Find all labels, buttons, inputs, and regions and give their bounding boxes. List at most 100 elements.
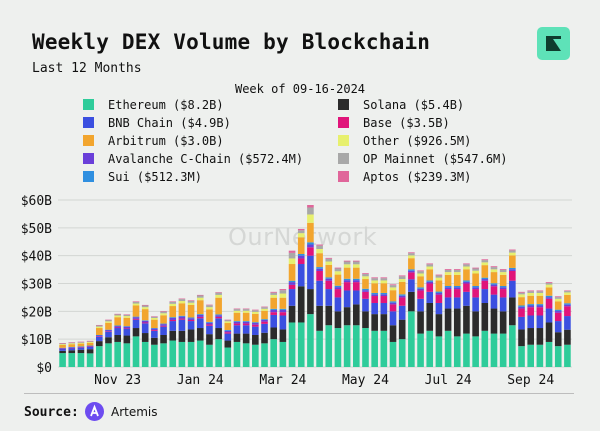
bar-segment-aptos bbox=[233, 308, 241, 310]
bar-segment-bnb-chain bbox=[68, 348, 76, 351]
bar-segment-other bbox=[371, 280, 378, 284]
bar-segment-sui bbox=[224, 329, 232, 331]
bar-segment-aptos bbox=[536, 290, 544, 292]
bar-segment-sui bbox=[499, 286, 507, 288]
bar-segment-bnb-chain bbox=[325, 289, 333, 306]
bar-segment-base bbox=[334, 289, 342, 298]
bar-segment-arbitrum bbox=[564, 294, 571, 304]
bar-segment-ethereum bbox=[518, 346, 525, 368]
bar-segment-ethereum bbox=[490, 333, 498, 367]
bar-segment-op-mainnet bbox=[160, 311, 167, 314]
bar-segment-other bbox=[518, 294, 525, 298]
bar-segment-aptos bbox=[362, 273, 369, 275]
bar-segment-bnb-chain bbox=[389, 311, 397, 326]
bar-segment-sui bbox=[325, 277, 333, 279]
bar-segment-other bbox=[206, 307, 213, 310]
bar-segment-arbitrum bbox=[444, 274, 452, 286]
legend-swatch bbox=[338, 99, 349, 110]
bar-segment-bnb-chain bbox=[151, 330, 158, 338]
bar-segment-solana bbox=[297, 286, 305, 323]
bar-segment-bnb-chain bbox=[362, 298, 369, 312]
bar-segment-base bbox=[371, 296, 378, 303]
bar-segment-other bbox=[389, 287, 397, 291]
bar-segment-base bbox=[288, 284, 296, 290]
bar-segment-solana bbox=[270, 327, 277, 340]
bar-segment-arbitrum bbox=[96, 328, 103, 335]
bar-segment-bnb-chain bbox=[499, 297, 507, 312]
bar-segment-base bbox=[77, 347, 85, 348]
bar-segment-other bbox=[169, 303, 177, 307]
bar-segment-ethereum bbox=[343, 325, 351, 367]
bar-segment-base bbox=[481, 280, 489, 290]
bar-segment-ethereum bbox=[481, 330, 489, 367]
bar-segment-ethereum bbox=[215, 339, 222, 367]
x-tick-label: Jul 24 bbox=[425, 373, 472, 388]
bar-segment-bnb-chain bbox=[426, 291, 434, 303]
bar-segment-aptos bbox=[242, 308, 250, 310]
bar-segment-other bbox=[472, 270, 479, 274]
bar-segment-ethereum bbox=[252, 344, 259, 367]
bar-segment-avalanche-c-chain bbox=[114, 326, 121, 328]
bar-segment-arbitrum bbox=[105, 322, 112, 330]
bar-segment-arbitrum bbox=[224, 323, 232, 330]
bar-segment-sui bbox=[334, 285, 342, 288]
bar-segment-other bbox=[279, 293, 287, 298]
bar-segment-op-mainnet bbox=[288, 252, 296, 259]
bar-segment-base bbox=[96, 336, 103, 337]
bar-segment-solana bbox=[178, 330, 186, 342]
bar-segment-other bbox=[123, 316, 131, 318]
bar-segment-base bbox=[279, 312, 287, 316]
bar-segment-sui bbox=[297, 254, 305, 256]
bar-segment-arbitrum bbox=[472, 273, 479, 287]
bar-segment-avalanche-c-chain bbox=[132, 317, 140, 319]
bar-segment-base bbox=[545, 298, 553, 309]
x-tick-label: Nov 23 bbox=[94, 373, 141, 388]
bar-segment-aptos bbox=[288, 250, 296, 253]
bar-segment-op-mainnet bbox=[518, 292, 525, 295]
bar-segment-base bbox=[426, 283, 434, 292]
bar-segment-sui bbox=[215, 314, 222, 316]
bar-segment-other bbox=[509, 252, 516, 256]
bar-segment-aptos bbox=[545, 282, 553, 283]
legend-label: Sui ($512.3M) bbox=[108, 170, 202, 184]
bar-segment-base bbox=[509, 270, 516, 281]
bar-segment-base bbox=[307, 247, 314, 256]
bar-segment-avalanche-c-chain bbox=[68, 347, 76, 348]
bar-segment-avalanche-c-chain bbox=[426, 281, 434, 284]
source-name[interactable]: Artemis bbox=[111, 405, 158, 419]
bar-segment-other bbox=[68, 343, 76, 345]
bar-segment-bnb-chain bbox=[105, 331, 112, 338]
bar-segment-sui bbox=[554, 309, 562, 312]
bar-segment-aptos bbox=[59, 343, 66, 344]
bar-segment-solana bbox=[233, 333, 241, 342]
bar-segment-other bbox=[242, 310, 250, 313]
bar-segment-op-mainnet bbox=[362, 274, 369, 277]
bar-segment-aptos bbox=[215, 292, 222, 293]
bar-segment-op-mainnet bbox=[472, 268, 479, 271]
footer-divider bbox=[24, 393, 574, 394]
bar-segment-solana bbox=[59, 350, 66, 354]
bar-segment-avalanche-c-chain bbox=[224, 330, 232, 333]
bar-segment-op-mainnet bbox=[270, 292, 277, 295]
y-tick-label: $10B bbox=[21, 333, 52, 348]
legend-item: Arbitrum ($3.0B) bbox=[83, 134, 224, 148]
bar-segment-sui bbox=[463, 280, 470, 282]
bar-segment-ethereum bbox=[353, 325, 360, 367]
bar-segment-aptos bbox=[123, 314, 131, 315]
bar-segment-arbitrum bbox=[151, 319, 158, 329]
bar-segment-sui bbox=[242, 321, 250, 322]
bar-segment-bnb-chain bbox=[160, 326, 167, 335]
bar-segment-aptos bbox=[316, 244, 323, 246]
bar-segment-avalanche-c-chain bbox=[398, 295, 406, 298]
bar-segment-op-mainnet bbox=[206, 305, 213, 308]
bar-segment-arbitrum bbox=[86, 342, 94, 346]
bar-segment-aptos bbox=[96, 324, 103, 326]
bar-segment-bnb-chain bbox=[316, 280, 323, 306]
bar-segment-bnb-chain bbox=[398, 305, 406, 320]
bar-segment-other bbox=[252, 311, 259, 314]
bar-segment-base bbox=[169, 319, 177, 322]
bar-segment-op-mainnet bbox=[371, 278, 378, 281]
bar-segment-other bbox=[481, 262, 489, 266]
bar-segment-avalanche-c-chain bbox=[252, 323, 259, 325]
bar-segment-op-mainnet bbox=[187, 300, 195, 303]
